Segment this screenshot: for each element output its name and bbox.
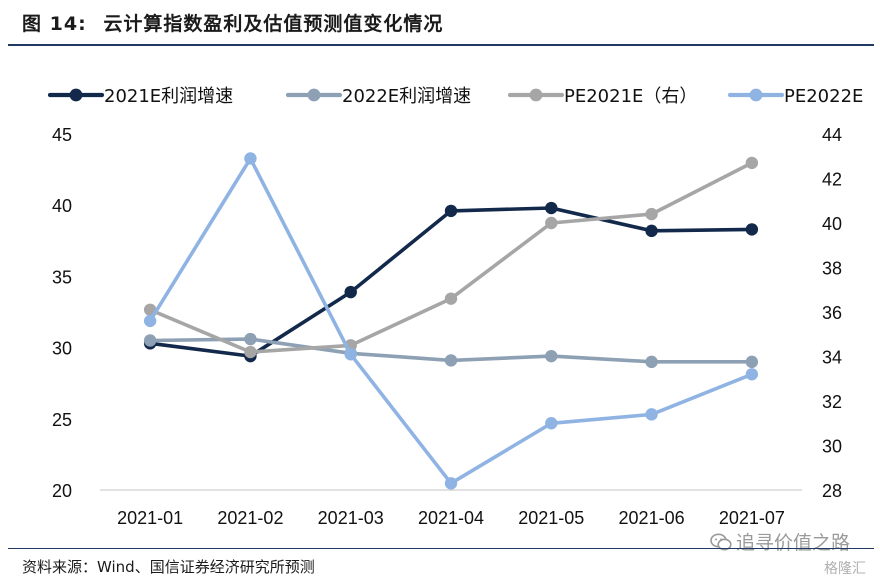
x-tick-label: 2021-05: [518, 508, 584, 528]
series-3-point: [545, 216, 558, 230]
x-tick-label: 2021-04: [418, 508, 484, 528]
series-1-point: [645, 224, 658, 238]
series-4-point: [645, 408, 658, 421]
y-right-tick-label: 44: [822, 125, 842, 145]
bottom-rule: [8, 548, 874, 549]
watermark-brand: 格隆汇: [824, 561, 866, 577]
y-right-tick-label: 38: [822, 259, 842, 279]
y-right-tick-label: 36: [822, 303, 842, 323]
legend-label: PE2022E: [784, 86, 863, 107]
x-tick-label: 2021-07: [719, 508, 785, 528]
y-left-tick-label: 40: [52, 196, 72, 216]
figure-title-text: 云计算指数盈利及估值预测值变化情况: [103, 13, 444, 35]
series-line-3: [148, 161, 754, 354]
legend-swatch-marker: [307, 88, 321, 102]
chart-area: 20 25 30 35 40 45 28 30 32 34 36 38 40 42 44 2021-01 202…: [0, 46, 880, 546]
legend-label: PE2021E（右）: [564, 86, 697, 107]
legend-swatch-marker: [529, 88, 543, 102]
series-3-point: [745, 156, 759, 170]
x-tick-label: 2021-01: [117, 508, 183, 528]
series-3-point: [244, 345, 257, 359]
line-chart: 20 25 30 35 40 45 28 30 32 34 36 38 40 42 44 2021-01 202…: [47, 86, 863, 528]
legend-swatch-marker: [749, 88, 763, 102]
series-4-point: [545, 417, 558, 430]
series-1-point: [444, 204, 458, 218]
title-rule: [8, 44, 874, 46]
series-2-point: [444, 354, 458, 367]
y-right-tick-label: 34: [822, 348, 842, 368]
series-2-point: [143, 334, 157, 347]
y-left-tick-label: 45: [52, 125, 72, 145]
y-right-tick-label: 40: [822, 214, 842, 234]
series-4-point: [244, 152, 257, 165]
y-left-tick-label: 30: [52, 339, 72, 359]
figure-title: 图 14: 云计算指数盈利及估值预测值变化情况: [22, 9, 443, 36]
source-note: 资料来源：Wind、国信证券经济研究所预测: [22, 558, 315, 576]
y-right-tick-label: 28: [822, 481, 842, 501]
x-tick-label: 2021-02: [217, 508, 283, 528]
series-2-point: [244, 332, 257, 346]
series-1-point: [344, 285, 357, 299]
y-left-tick-label: 35: [52, 267, 72, 287]
series-line-1: [148, 206, 754, 358]
watermark: 追寻价值之路: [710, 528, 850, 555]
series-3-point: [444, 292, 458, 305]
series-4-point: [745, 368, 759, 381]
series-4-point: [444, 477, 458, 490]
x-tick-label: 2021-03: [318, 508, 384, 528]
series-2-point: [745, 355, 759, 369]
y-left-tick-label: 25: [52, 410, 72, 430]
x-tick-label: 2021-06: [619, 508, 685, 528]
y-right-tick-label: 32: [822, 392, 842, 412]
series-4-point: [344, 348, 357, 361]
series-1-point: [545, 201, 558, 215]
watermark-text: 追寻价值之路: [735, 532, 850, 554]
y-left-tick-label: 20: [52, 481, 72, 501]
legend-label: 2022E利润增速: [342, 86, 471, 107]
legend-swatch-marker: [69, 88, 83, 102]
y-right-tick-label: 42: [822, 170, 842, 190]
figure-header: 图 14: 云计算指数盈利及估值预测值变化情况: [0, 0, 880, 46]
legend-label: 2021E利润增速: [104, 86, 233, 107]
y-right-tick-label: 30: [822, 437, 842, 457]
series-3-point: [645, 207, 658, 221]
series-2-point: [645, 355, 658, 369]
series-4-point: [143, 314, 157, 328]
series-2-point: [545, 349, 558, 363]
figure-number: 14:: [49, 13, 87, 35]
series-1-point: [745, 223, 759, 236]
wechat-icon: [710, 533, 732, 550]
figure-label: 图: [22, 13, 43, 35]
